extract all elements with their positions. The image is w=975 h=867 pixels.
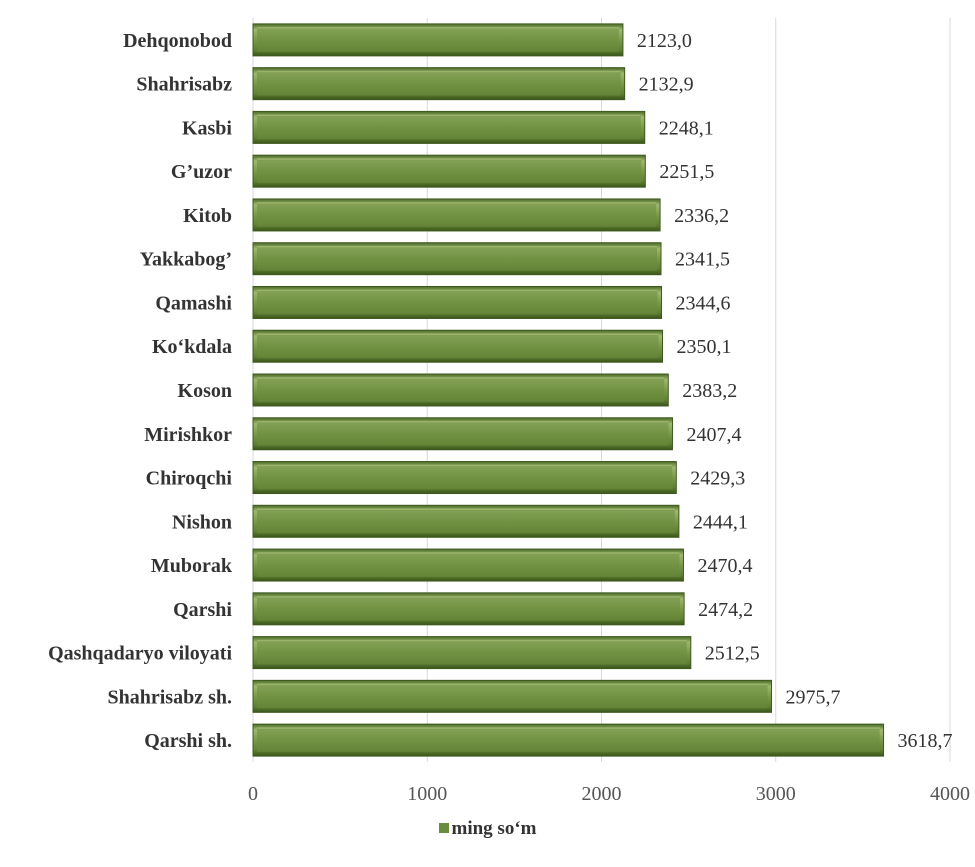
category-label: Nishon — [172, 511, 232, 533]
bar — [252, 679, 773, 713]
category-label: Koson — [178, 380, 232, 402]
bar-face — [257, 728, 880, 753]
x-tick-label: 0 — [248, 783, 258, 805]
value-labels: 2123,0 2132,9 2248,1 2251,5 2336,2 2341,5 2344… — [637, 30, 953, 752]
value-label: 2132,9 — [639, 74, 694, 96]
bar — [252, 636, 692, 670]
bar — [252, 417, 673, 451]
legend-swatch — [438, 823, 449, 833]
bar-face — [257, 640, 687, 665]
bars — [252, 23, 885, 757]
bar — [252, 285, 663, 319]
bar — [252, 110, 646, 144]
x-tick-label: 2000 — [582, 783, 622, 805]
bar — [252, 504, 680, 538]
bar-face — [257, 465, 673, 490]
bar — [252, 461, 677, 495]
bar-face — [257, 71, 621, 96]
bar-face — [257, 202, 657, 227]
value-label: 2383,2 — [682, 380, 737, 402]
bar-face — [257, 159, 642, 184]
category-label: Kitob — [183, 205, 232, 227]
value-label: 2251,5 — [659, 161, 714, 183]
value-label: 2123,0 — [637, 30, 692, 52]
x-tick-label: 3000 — [756, 783, 796, 805]
legend-label: ming so‘m — [451, 818, 537, 839]
bar — [252, 23, 624, 57]
value-label: 2444,1 — [693, 511, 748, 533]
bar-face — [257, 596, 681, 621]
category-label: Qamashi — [155, 292, 232, 314]
legend: ming so‘m — [0, 818, 975, 840]
bar — [252, 723, 885, 757]
value-label: 2512,5 — [705, 643, 760, 665]
bar — [252, 373, 669, 407]
bar-face — [257, 115, 641, 140]
x-tick-label: 1000 — [407, 783, 447, 805]
value-label: 2350,1 — [677, 336, 732, 358]
value-label: 2341,5 — [675, 249, 730, 271]
bar — [252, 154, 646, 188]
x-axis-ticks: 0 1000 2000 3000 4000 — [248, 783, 970, 805]
category-label: Kasbi — [182, 117, 232, 139]
category-label: Shahrisabz — [136, 74, 232, 96]
value-label: 2429,3 — [690, 468, 745, 490]
bar-face — [257, 246, 658, 271]
bar-face — [257, 378, 665, 402]
bar-face — [257, 27, 619, 52]
bar-face — [257, 509, 675, 534]
x-tick-label: 4000 — [930, 783, 970, 805]
category-label: Qarshi sh. — [144, 730, 232, 752]
value-label: 2470,4 — [697, 555, 752, 577]
category-label: Shahrisabz sh. — [108, 686, 233, 708]
value-label: 2344,6 — [676, 292, 731, 314]
category-label: Qarshi — [173, 599, 232, 621]
value-label: 2474,2 — [698, 599, 753, 621]
bar-face — [257, 553, 680, 578]
bar-face — [257, 334, 659, 359]
value-label: 2975,7 — [786, 686, 841, 708]
category-label: Ko‘kdala — [152, 336, 232, 358]
value-label: 2336,2 — [674, 205, 729, 227]
bar — [252, 592, 685, 626]
category-label: Qashqadaryo viloyati — [48, 643, 232, 665]
value-label: 2407,4 — [686, 424, 741, 446]
category-label: Dehqonobod — [123, 30, 232, 52]
bar-face — [257, 684, 768, 709]
value-label: 2248,1 — [659, 117, 714, 139]
category-labels: Dehqonobod Shahrisabz Kasbi G’uzor Kitob Yakk… — [48, 30, 233, 752]
category-label: Yakkabog’ — [140, 249, 232, 271]
bar — [252, 198, 661, 232]
bar — [252, 242, 662, 276]
bar-face — [257, 421, 669, 446]
bar-face — [257, 290, 658, 315]
bar — [252, 548, 684, 582]
category-label: Mirishkor — [144, 424, 232, 446]
bar — [252, 67, 626, 101]
category-label: G’uzor — [171, 161, 232, 183]
category-label: Muborak — [151, 555, 233, 577]
bar — [252, 329, 664, 363]
value-label: 3618,7 — [898, 730, 953, 752]
category-label: Chiroqchi — [146, 468, 233, 490]
